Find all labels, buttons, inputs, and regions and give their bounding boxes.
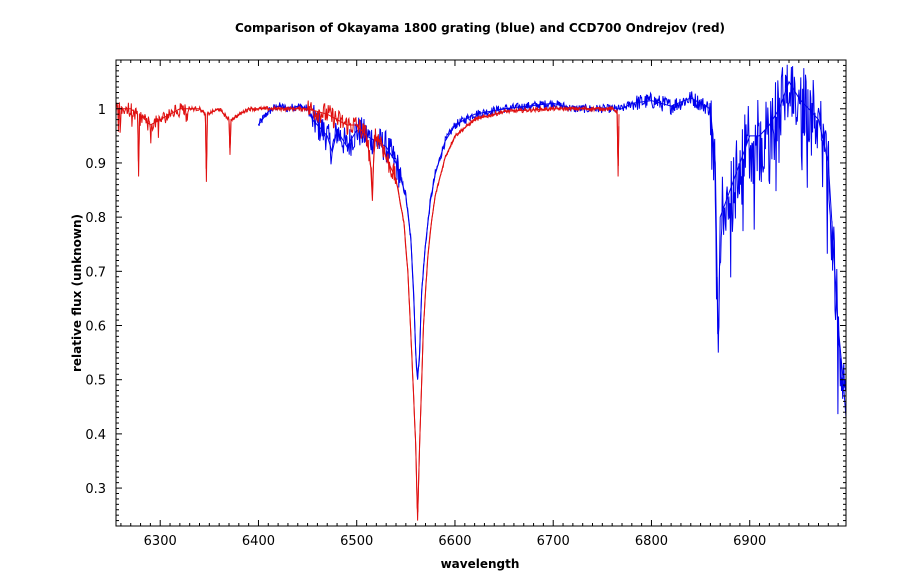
y-axis-label: relative flux (unknown) (70, 214, 84, 372)
y-tick-label: 0.4 (85, 428, 106, 443)
series-anchor-blue (258, 80, 846, 418)
series-line-blue (258, 64, 846, 415)
y-tick-label: 1 (98, 103, 106, 118)
y-tick-label: 0.5 (85, 374, 106, 389)
y-tick-label: 0.8 (85, 211, 106, 226)
y-tick-label: 0.9 (85, 157, 106, 172)
series-anchor-red (116, 108, 620, 521)
x-tick-label: 6900 (733, 534, 766, 549)
y-tick-label: 0.3 (85, 482, 106, 497)
x-tick-label: 6700 (537, 534, 570, 549)
x-tick-label: 6800 (635, 534, 668, 549)
x-axis-label: wavelength (441, 557, 520, 571)
plot-frame (115, 59, 847, 527)
series-line-red (116, 100, 620, 513)
x-axis: 6300 6400 6500 6600 6700 6800 6900 (120, 60, 839, 549)
x-tick-label: 6600 (438, 534, 471, 549)
x-tick-label: 6300 (144, 534, 177, 549)
x-tick-label: 6400 (242, 534, 275, 549)
y-tick-label: 0.6 (85, 320, 106, 335)
x-tick-label: 6500 (340, 534, 373, 549)
chart-title: Comparison of Okayama 1800 grating (blue… (235, 21, 725, 35)
series-layer (116, 64, 846, 521)
y-tick-label: 0.7 (85, 265, 106, 280)
y-axis: 0.3 0.4 0.5 0.6 0.7 0.8 0.9 1 (85, 64, 846, 522)
